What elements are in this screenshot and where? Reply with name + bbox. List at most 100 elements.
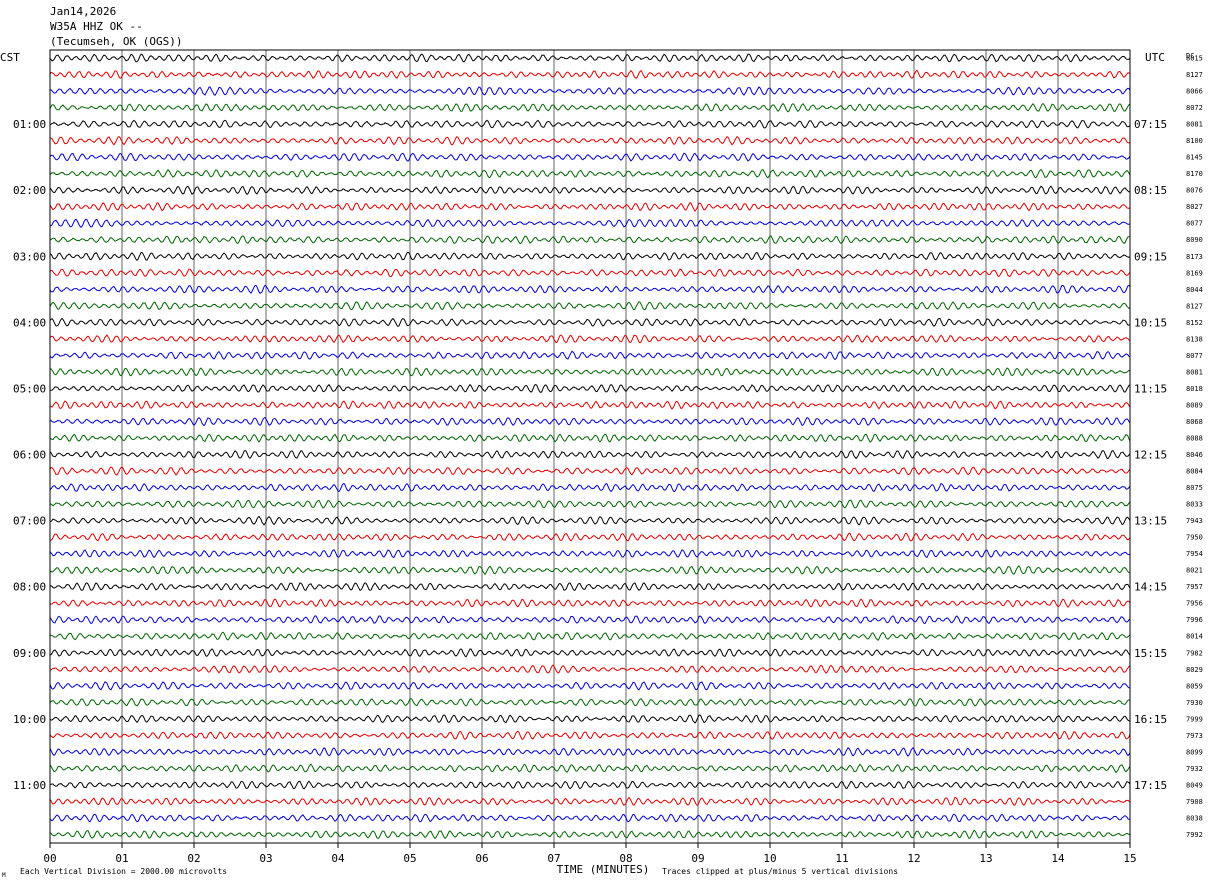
dc-offset-label: 7908 xyxy=(1186,798,1203,806)
dc-offset-label: 8068 xyxy=(1186,418,1203,426)
cst-hour-label: 08:00 xyxy=(13,581,46,594)
seismic-trace xyxy=(49,582,1131,592)
dc-offset-label: 8021 xyxy=(1186,567,1203,575)
x-tick-label: 01 xyxy=(115,852,128,865)
dc-offset-label: 7943 xyxy=(1186,517,1203,525)
dc-offset-label: 8170 xyxy=(1186,170,1203,178)
right-timezone-label: UTC xyxy=(1145,51,1165,64)
seismic-trace xyxy=(49,185,1131,196)
seismic-trace xyxy=(49,730,1131,741)
location-label: (Tecumseh, OK (OGS)) xyxy=(50,35,183,48)
dc-offset-labels: 8015 8127 8066 8072 8081 8100 8145 8170 8076 8027… xyxy=(1186,55,1203,839)
dc-offset-label: 8015 xyxy=(1186,55,1203,63)
time-grid xyxy=(121,50,1059,843)
cst-hour-label: 11:00 xyxy=(13,779,46,792)
dc-offset-label: 8152 xyxy=(1186,319,1203,327)
seismic-trace xyxy=(49,235,1131,245)
dc-offset-label: 8100 xyxy=(1186,137,1203,145)
x-axis-label: TIME (MINUTES) xyxy=(557,863,650,876)
dc-offset-label: 8014 xyxy=(1186,633,1203,641)
seismic-trace xyxy=(49,499,1131,509)
cst-hour-label: 05:00 xyxy=(13,382,46,395)
seismic-trace xyxy=(49,251,1131,261)
x-tick-label: 05 xyxy=(403,852,416,865)
seismic-trace xyxy=(49,482,1131,493)
utc-hour-label: 13:15 xyxy=(1134,515,1167,528)
dc-offset-label: 8084 xyxy=(1186,468,1203,476)
seismic-trace xyxy=(49,714,1131,724)
dc-offset-label: 7932 xyxy=(1186,765,1203,773)
utc-hour-label: 07:15 xyxy=(1134,118,1167,131)
dc-offset-label: 7999 xyxy=(1186,715,1203,723)
seismic-trace xyxy=(49,698,1131,707)
dc-offset-label: 8089 xyxy=(1186,401,1203,409)
seismic-trace xyxy=(49,615,1131,625)
seismic-trace xyxy=(49,532,1131,542)
dc-offset-label: 8127 xyxy=(1186,302,1203,310)
dc-offset-label: 8077 xyxy=(1186,352,1203,360)
dc-offset-label: 8033 xyxy=(1186,501,1203,509)
dc-offset-label: 7992 xyxy=(1186,831,1203,839)
x-tick-label: 10 xyxy=(763,852,776,865)
dc-offset-label: 8169 xyxy=(1186,269,1203,277)
seismic-trace xyxy=(49,268,1131,278)
x-tick-label: 12 xyxy=(907,852,920,865)
seismic-trace xyxy=(49,416,1131,427)
seismic-trace xyxy=(49,201,1131,212)
seismic-trace xyxy=(49,648,1131,658)
dc-offset-label: 7956 xyxy=(1186,600,1203,608)
seismic-trace xyxy=(49,746,1131,757)
seismic-trace xyxy=(49,102,1131,113)
x-tick-label: 14 xyxy=(1051,852,1065,865)
dc-offset-label: 8027 xyxy=(1186,203,1203,211)
seismic-trace xyxy=(49,515,1131,526)
station-label: W35A HHZ OK -- xyxy=(50,20,143,33)
dc-offset-label: 8066 xyxy=(1186,88,1203,96)
left-timezone-label: CST xyxy=(0,51,20,64)
dc-offset-label: 8044 xyxy=(1186,286,1203,294)
dc-offset-label: 8081 xyxy=(1186,121,1203,129)
seismic-trace xyxy=(49,218,1131,229)
cst-hour-label: 04:00 xyxy=(13,316,46,329)
seismic-trace xyxy=(49,383,1131,394)
seismic-trace xyxy=(49,119,1131,129)
cst-hour-label: 06:00 xyxy=(13,449,46,462)
x-tick-label: 06 xyxy=(475,852,488,865)
dc-offset-label: 8145 xyxy=(1186,154,1203,162)
dc-offset-label: 8127 xyxy=(1186,71,1203,79)
x-tick-label: 00 xyxy=(43,852,56,865)
utc-hour-label: 09:15 xyxy=(1134,250,1167,263)
dc-offset-label: 8077 xyxy=(1186,220,1203,228)
seismic-trace xyxy=(49,565,1131,576)
x-tick-label: 02 xyxy=(187,852,200,865)
dc-offset-label: 7954 xyxy=(1186,550,1203,558)
dc-offset-label: 7957 xyxy=(1186,583,1203,591)
seismic-trace xyxy=(49,136,1131,146)
seismic-trace xyxy=(49,598,1131,609)
seismic-trace xyxy=(49,53,1131,63)
dc-offset-label: 7973 xyxy=(1186,732,1203,740)
dc-offset-label: 7996 xyxy=(1186,616,1203,624)
seismic-trace xyxy=(49,449,1131,460)
seismic-trace xyxy=(49,466,1131,476)
seismic-trace xyxy=(49,301,1131,311)
dc-offset-label: 8029 xyxy=(1186,666,1203,674)
seismic-trace xyxy=(49,664,1131,674)
seismic-trace xyxy=(49,400,1131,410)
plot-frame xyxy=(49,49,1131,844)
corner-mark: M xyxy=(2,872,6,879)
cst-hour-label: 02:00 xyxy=(13,184,46,197)
seismic-trace xyxy=(49,433,1131,443)
seismic-trace xyxy=(49,367,1131,377)
clip-note: Traces clipped at plus/minus 5 vertical … xyxy=(662,867,899,876)
seismic-trace xyxy=(49,334,1131,344)
dc-offset-label: 7930 xyxy=(1186,699,1203,707)
seismic-trace xyxy=(49,69,1131,79)
seismic-traces xyxy=(49,53,1131,840)
dc-offset-label: 8076 xyxy=(1186,187,1203,195)
seismic-trace xyxy=(49,681,1131,691)
seismic-trace xyxy=(49,350,1131,361)
seismic-trace xyxy=(49,168,1131,179)
dc-offset-label: 8018 xyxy=(1186,385,1203,393)
dc-offset-label: 7950 xyxy=(1186,534,1203,542)
